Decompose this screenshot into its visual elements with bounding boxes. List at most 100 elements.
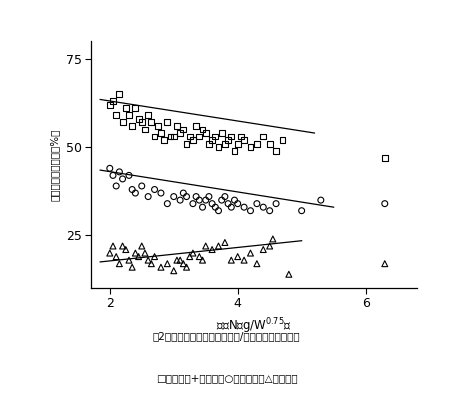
Point: [202, 130, 209, 136]
Point: [135, 116, 142, 122]
Point: [234, 200, 241, 207]
Point: [122, 105, 130, 112]
Y-axis label: 排泄窒素量の割合（%）: 排泄窒素量の割合（%）: [49, 129, 59, 201]
Point: [106, 250, 113, 256]
Point: [122, 246, 130, 253]
Point: [106, 101, 113, 108]
Point: [173, 123, 181, 129]
Point: [269, 236, 276, 242]
Point: [180, 260, 187, 267]
Point: [247, 207, 254, 214]
Point: [186, 133, 193, 140]
Point: [317, 197, 324, 204]
Point: [221, 140, 228, 147]
Point: [177, 130, 184, 136]
Point: [202, 197, 209, 204]
Point: [157, 130, 164, 136]
Point: [266, 207, 273, 214]
Point: [234, 140, 241, 147]
Point: [215, 144, 222, 150]
Point: [183, 264, 190, 271]
Point: [241, 257, 248, 263]
Point: [260, 246, 267, 253]
Point: [157, 190, 164, 197]
Point: [112, 253, 120, 260]
Point: [183, 193, 190, 200]
Point: [199, 126, 206, 133]
Point: [231, 197, 238, 204]
Point: [196, 253, 203, 260]
Point: [119, 176, 126, 182]
Point: [183, 140, 190, 147]
Point: [196, 197, 203, 204]
Point: [193, 193, 200, 200]
Point: [125, 172, 133, 179]
Point: [109, 243, 116, 249]
Point: [247, 144, 254, 150]
Text: 図2．摂取窒素量と排泄窒素量/摂取窒素量との関係: 図2．摂取窒素量と排泄窒素量/摂取窒素量との関係: [153, 332, 300, 342]
Point: [253, 140, 260, 147]
Point: [138, 243, 145, 249]
Point: [138, 183, 145, 189]
Point: [208, 246, 216, 253]
Point: [272, 200, 280, 207]
Point: [221, 193, 228, 200]
X-axis label: 摂取N（g/W$^{0.75}$）: 摂取N（g/W$^{0.75}$）: [216, 317, 292, 336]
Point: [196, 133, 203, 140]
Point: [116, 91, 123, 98]
Point: [189, 200, 197, 207]
Point: [151, 253, 158, 260]
Point: [202, 243, 209, 249]
Point: [208, 200, 216, 207]
Point: [225, 200, 232, 207]
Point: [129, 264, 136, 271]
Point: [189, 250, 197, 256]
Point: [205, 140, 212, 147]
Point: [109, 172, 116, 179]
Point: [170, 267, 178, 274]
Point: [241, 137, 248, 143]
Point: [228, 133, 235, 140]
Point: [116, 260, 123, 267]
Point: [164, 260, 171, 267]
Point: [272, 147, 280, 154]
Point: [132, 105, 139, 112]
Point: [129, 123, 136, 129]
Point: [125, 112, 133, 119]
Point: [231, 147, 238, 154]
Text: □：糞窒素+尿窒素　○：糞窒素　△：尿窒素: □：糞窒素+尿窒素 ○：糞窒素 △：尿窒素: [156, 373, 297, 383]
Point: [109, 98, 116, 105]
Point: [228, 257, 235, 263]
Point: [253, 200, 260, 207]
Point: [218, 197, 225, 204]
Point: [145, 112, 152, 119]
Point: [132, 190, 139, 197]
Point: [228, 204, 235, 211]
Point: [125, 257, 133, 263]
Point: [260, 204, 267, 211]
Point: [141, 126, 149, 133]
Point: [154, 123, 161, 129]
Point: [199, 204, 206, 211]
Point: [279, 137, 286, 143]
Point: [221, 239, 228, 246]
Point: [157, 264, 164, 271]
Point: [234, 253, 241, 260]
Point: [119, 119, 126, 126]
Point: [215, 243, 222, 249]
Point: [119, 243, 126, 249]
Point: [145, 193, 152, 200]
Point: [151, 133, 158, 140]
Point: [173, 257, 181, 263]
Point: [116, 169, 123, 175]
Point: [180, 126, 187, 133]
Point: [381, 200, 388, 207]
Point: [148, 260, 155, 267]
Point: [177, 197, 184, 204]
Point: [266, 243, 273, 249]
Point: [151, 186, 158, 193]
Point: [141, 250, 149, 256]
Point: [132, 250, 139, 256]
Point: [260, 133, 267, 140]
Point: [381, 154, 388, 161]
